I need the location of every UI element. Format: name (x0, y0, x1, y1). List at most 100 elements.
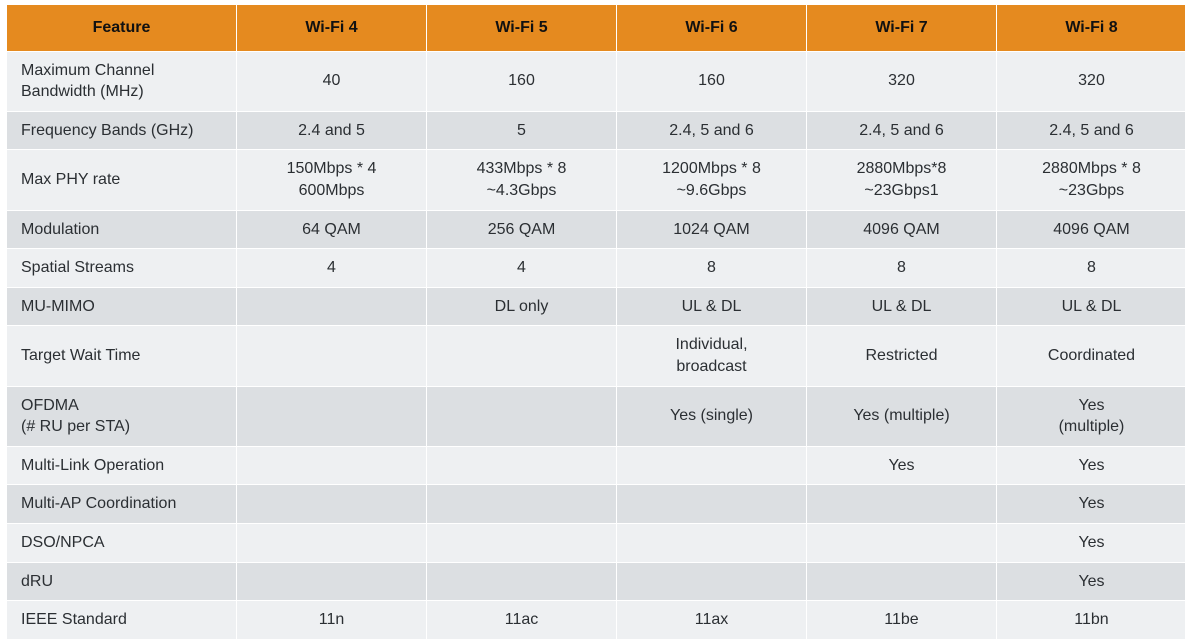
data-cell: 40 (237, 51, 427, 111)
table-row: IEEE Standard11n11ac11ax11be11bn (7, 601, 1185, 640)
table-row: Multi-Link Operation YesYes (7, 446, 1185, 485)
data-cell: 4096 QAM (807, 210, 997, 249)
data-cell: Coordinated (997, 326, 1185, 386)
data-cell: Yes (997, 446, 1185, 485)
feature-cell: Multi-AP Coordination (7, 485, 237, 524)
table-row: DSO/NPCA Yes (7, 523, 1185, 562)
data-cell (427, 386, 617, 446)
data-cell (237, 523, 427, 562)
data-cell: 11ac (427, 601, 617, 640)
data-cell: 11ax (617, 601, 807, 640)
data-cell: 320 (997, 51, 1185, 111)
table-row: OFDMA(# RU per STA) Yes (single)Yes (mult… (7, 386, 1185, 446)
data-cell (427, 446, 617, 485)
feature-cell: Spatial Streams (7, 249, 237, 288)
data-cell (237, 287, 427, 326)
data-cell: 4096 QAM (997, 210, 1185, 249)
table-row: Target Wait Time Individual,broadcastRest… (7, 326, 1185, 386)
feature-cell: Multi-Link Operation (7, 446, 237, 485)
column-header-wifi5: Wi-Fi 5 (427, 5, 617, 52)
table-row: Frequency Bands (GHz)2.4 and 552.4, 5 an… (7, 111, 1185, 150)
data-cell (617, 485, 807, 524)
table-header: Feature Wi-Fi 4 Wi-Fi 5 Wi-Fi 6 Wi-Fi 7 … (7, 5, 1185, 52)
data-cell: 2.4, 5 and 6 (997, 111, 1185, 150)
table-row: dRU Yes (7, 562, 1185, 601)
table-body: Maximum Channel Bandwidth (MHz)401601603… (7, 51, 1185, 639)
data-cell: 8 (807, 249, 997, 288)
data-cell: Yes (997, 485, 1185, 524)
data-cell: 8 (617, 249, 807, 288)
table-row: Modulation64 QAM256 QAM1024 QAM4096 QAM4… (7, 210, 1185, 249)
data-cell: 4 (427, 249, 617, 288)
data-cell: 2.4, 5 and 6 (807, 111, 997, 150)
data-cell: 4 (237, 249, 427, 288)
data-cell: 1024 QAM (617, 210, 807, 249)
data-cell: UL & DL (807, 287, 997, 326)
data-cell: Individual,broadcast (617, 326, 807, 386)
data-cell: DL only (427, 287, 617, 326)
data-cell (237, 386, 427, 446)
column-header-feature: Feature (7, 5, 237, 52)
data-cell (427, 562, 617, 601)
data-cell (617, 446, 807, 485)
data-cell: 2880Mbps * 8~23Gbps (997, 150, 1185, 210)
data-cell (617, 562, 807, 601)
feature-cell: MU-MIMO (7, 287, 237, 326)
table-row: Multi-AP Coordination Yes (7, 485, 1185, 524)
feature-cell: DSO/NPCA (7, 523, 237, 562)
feature-cell: OFDMA(# RU per STA) (7, 386, 237, 446)
table-row: Spatial Streams44888 (7, 249, 1185, 288)
table-container: Feature Wi-Fi 4 Wi-Fi 5 Wi-Fi 6 Wi-Fi 7 … (0, 0, 1185, 644)
data-cell: Yes (807, 446, 997, 485)
data-cell (617, 523, 807, 562)
data-cell (237, 326, 427, 386)
table-row: Maximum Channel Bandwidth (MHz)401601603… (7, 51, 1185, 111)
data-cell: 11be (807, 601, 997, 640)
data-cell: Restricted (807, 326, 997, 386)
feature-cell: Frequency Bands (GHz) (7, 111, 237, 150)
feature-cell: dRU (7, 562, 237, 601)
data-cell: Yes(multiple) (997, 386, 1185, 446)
data-cell (237, 485, 427, 524)
table-row: Max PHY rate150Mbps * 4600Mbps433Mbps * … (7, 150, 1185, 210)
data-cell: 1200Mbps * 8~9.6Gbps (617, 150, 807, 210)
feature-cell: Modulation (7, 210, 237, 249)
data-cell (807, 562, 997, 601)
feature-cell: Max PHY rate (7, 150, 237, 210)
data-cell (237, 446, 427, 485)
table-row: MU-MIMODL onlyUL & DLUL & DLUL & DL (7, 287, 1185, 326)
data-cell: 2880Mbps*8~23Gbps1 (807, 150, 997, 210)
data-cell: 256 QAM (427, 210, 617, 249)
data-cell: UL & DL (997, 287, 1185, 326)
column-header-wifi8: Wi-Fi 8 (997, 5, 1185, 52)
table-header-row: Feature Wi-Fi 4 Wi-Fi 5 Wi-Fi 6 Wi-Fi 7 … (7, 5, 1185, 52)
data-cell: 160 (617, 51, 807, 111)
column-header-wifi6: Wi-Fi 6 (617, 5, 807, 52)
data-cell (427, 523, 617, 562)
data-cell: 150Mbps * 4600Mbps (237, 150, 427, 210)
data-cell: Yes (997, 523, 1185, 562)
data-cell: UL & DL (617, 287, 807, 326)
data-cell: 8 (997, 249, 1185, 288)
feature-cell: IEEE Standard (7, 601, 237, 640)
data-cell (427, 326, 617, 386)
data-cell: 320 (807, 51, 997, 111)
data-cell (427, 485, 617, 524)
data-cell: 160 (427, 51, 617, 111)
data-cell (807, 523, 997, 562)
data-cell: 2.4 and 5 (237, 111, 427, 150)
data-cell: 11bn (997, 601, 1185, 640)
wifi-comparison-table: Feature Wi-Fi 4 Wi-Fi 5 Wi-Fi 6 Wi-Fi 7 … (6, 4, 1185, 640)
data-cell (807, 485, 997, 524)
data-cell: Yes (multiple) (807, 386, 997, 446)
column-header-wifi4: Wi-Fi 4 (237, 5, 427, 52)
data-cell: 2.4, 5 and 6 (617, 111, 807, 150)
data-cell: Yes (single) (617, 386, 807, 446)
feature-cell: Maximum Channel Bandwidth (MHz) (7, 51, 237, 111)
data-cell (237, 562, 427, 601)
column-header-wifi7: Wi-Fi 7 (807, 5, 997, 52)
data-cell: Yes (997, 562, 1185, 601)
data-cell: 433Mbps * 8~4.3Gbps (427, 150, 617, 210)
feature-cell: Target Wait Time (7, 326, 237, 386)
data-cell: 64 QAM (237, 210, 427, 249)
